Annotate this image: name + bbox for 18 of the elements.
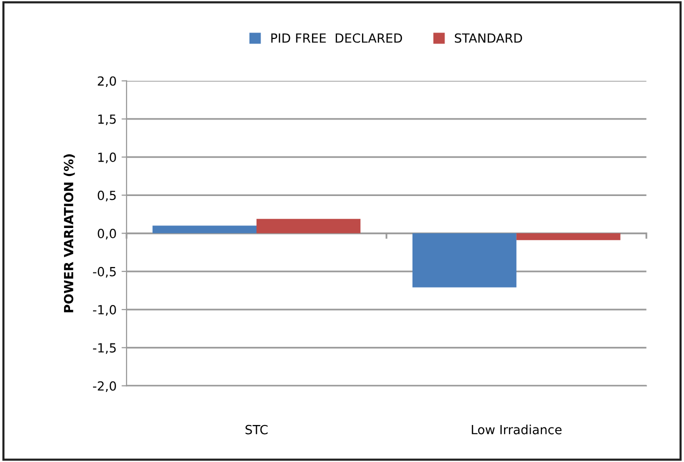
y-tick-label: 0,5 bbox=[98, 190, 116, 202]
y-tick-label: 1,0 bbox=[98, 152, 116, 164]
legend-label: STANDARD bbox=[454, 33, 522, 43]
y-tick-label: -1,0 bbox=[93, 305, 116, 316]
bar bbox=[152, 226, 256, 234]
y-tick-label: 1,5 bbox=[98, 114, 116, 126]
y-axis-title: POWER VARIATION (%) bbox=[64, 154, 75, 312]
y-tick-label: -2,0 bbox=[93, 381, 116, 392]
bar bbox=[516, 233, 620, 240]
bar bbox=[256, 218, 360, 234]
x-tick-label: STC bbox=[246, 424, 268, 434]
y-tick-label: -1,5 bbox=[93, 343, 116, 354]
y-tick-label: 0,0 bbox=[98, 228, 116, 240]
legend-label: PID FREE DECLARED bbox=[271, 33, 402, 43]
y-tick-label: -0,5 bbox=[93, 266, 116, 278]
y-tick-label: 2,0 bbox=[98, 76, 116, 88]
bar bbox=[412, 233, 516, 288]
x-tick-label: Low Irradiance bbox=[472, 424, 562, 434]
